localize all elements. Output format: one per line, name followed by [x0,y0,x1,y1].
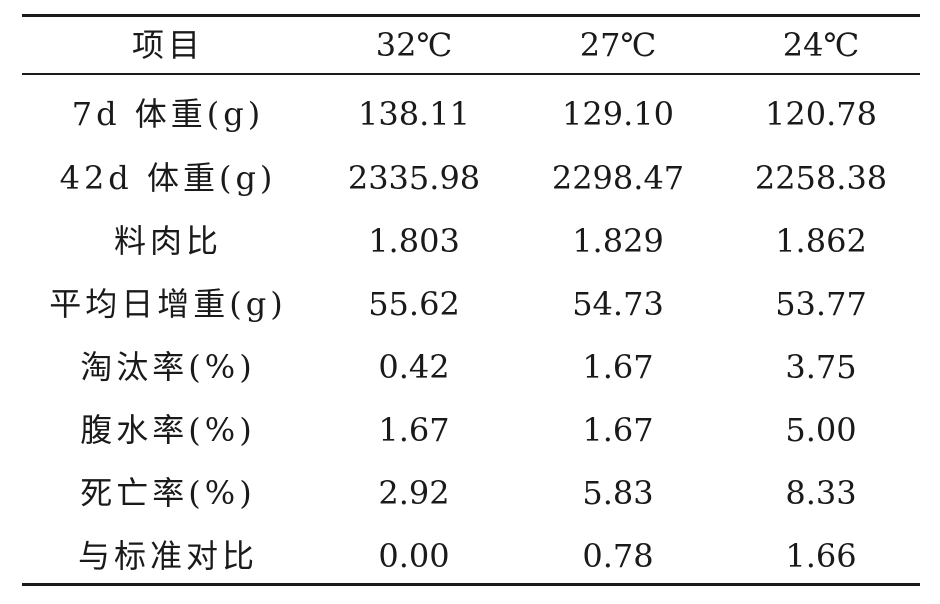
cell-24c: 1.862 [775,222,867,260]
cell-27c: 5.83 [582,474,654,512]
cell-24c: 8.33 [785,474,857,512]
cell-24c: 1.66 [785,537,857,575]
table-row: 平均日增重(g) 55.62 54.73 53.77 [22,273,920,335]
table-row: 腹水率(%) 1.67 1.67 5.00 [22,399,920,461]
cell-32c: 2335.98 [347,159,481,197]
cell-32c: 2.92 [378,474,450,512]
cell-27c: 1.829 [572,222,664,260]
cell-27c: 0.78 [582,537,654,575]
table-row: 与标准对比 0.00 0.78 1.66 [22,525,920,587]
cell-32c: 55.62 [368,285,460,323]
table-row: 7d 体重(g) 138.11 129.10 120.78 [22,83,920,145]
table-header-row: 项目 32℃ 27℃ 24℃ [22,14,920,76]
row-label: 死亡率(%) [80,474,256,512]
row-label: 平均日增重(g) [49,285,287,323]
cell-32c: 0.00 [378,537,450,575]
row-label: 42d 体重(g) [59,159,277,197]
cell-27c: 2298.47 [551,159,685,197]
header-item: 项目 [131,26,204,64]
cell-24c: 3.75 [785,348,857,386]
cell-24c: 2258.38 [754,159,888,197]
row-label: 淘汰率(%) [80,348,256,386]
header-rule [22,73,920,75]
row-label: 腹水率(%) [80,411,256,449]
row-label: 料肉比 [113,222,222,260]
table-row: 42d 体重(g) 2335.98 2298.47 2258.38 [22,147,920,209]
cell-24c: 5.00 [785,411,857,449]
cell-32c: 138.11 [358,95,470,133]
cell-27c: 1.67 [582,348,654,386]
table-row: 死亡率(%) 2.92 5.83 8.33 [22,462,920,524]
row-label: 与标准对比 [77,537,258,575]
cell-24c: 120.78 [765,95,877,133]
cell-24c: 53.77 [775,285,867,323]
cell-27c: 1.67 [582,411,654,449]
row-label: 7d 体重(g) [71,95,265,133]
table-row: 料肉比 1.803 1.829 1.862 [22,210,920,272]
cell-32c: 0.42 [378,348,450,386]
data-table: 项目 32℃ 27℃ 24℃ 7d 体重(g) 138.11 129.10 12… [22,0,920,604]
cell-32c: 1.67 [378,411,450,449]
cell-32c: 1.803 [368,222,460,260]
table-row: 淘汰率(%) 0.42 1.67 3.75 [22,336,920,398]
header-32c: 32℃ [375,26,453,64]
header-27c: 27℃ [579,26,657,64]
cell-27c: 129.10 [562,95,674,133]
header-24c: 24℃ [782,26,860,64]
top-rule [22,14,920,17]
cell-27c: 54.73 [572,285,664,323]
bottom-rule [22,583,920,586]
